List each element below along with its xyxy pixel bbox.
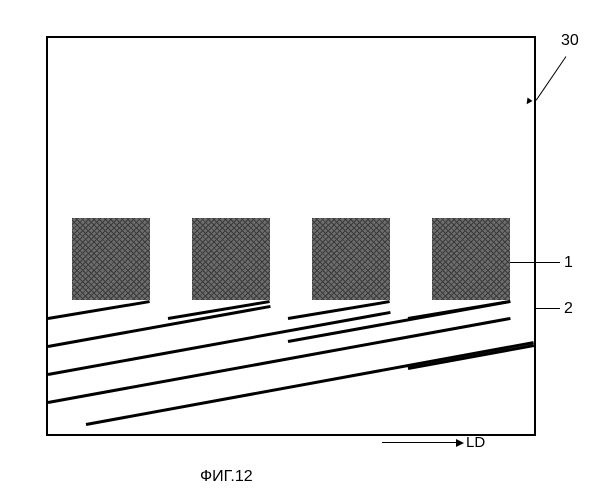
leader-1	[510, 262, 560, 263]
ld-arrow-shaft	[382, 442, 456, 443]
tread-block	[192, 218, 270, 300]
ld-arrow-head	[456, 439, 464, 447]
ref-2-label: 2	[564, 300, 573, 318]
figure-canvas: { "figure": { "caption": "ФИГ.12", "capt…	[0, 0, 602, 500]
tread-block	[432, 218, 510, 300]
ref-1-label: 1	[564, 254, 573, 272]
ld-label: LD	[466, 434, 485, 451]
leader-2	[536, 308, 560, 309]
figure-caption: ФИГ.12	[200, 468, 253, 486]
leader-30	[536, 56, 567, 101]
tread-block	[312, 218, 390, 300]
tread-block	[72, 218, 150, 300]
ref-30-label: 30	[561, 32, 579, 50]
